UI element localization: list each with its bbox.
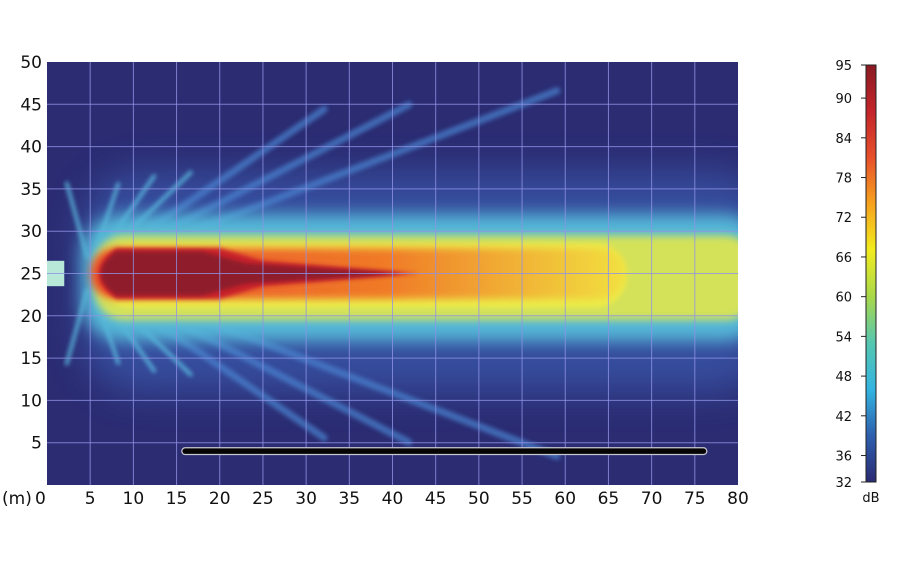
x-axis-unit-label: (m) [2,489,32,509]
y-tick-label: 20 [20,307,42,327]
colorbar-tick-label: 60 [835,291,852,306]
colorbar-tick-label: 48 [835,370,852,385]
y-tick-label: 10 [20,391,42,411]
x-tick-label: 10 [123,489,145,509]
colorbar-tick-label: 32 [835,476,852,491]
y-axis: 5 10 15 20 25 30 35 40 45 50 [20,53,42,454]
x-tick-label: 40 [382,489,404,509]
grid-lines [47,62,738,485]
x-tick-label: 30 [295,489,317,509]
colorbar-tick-label: 78 [835,172,852,187]
x-tick-label: 0 [35,489,46,509]
x-tick-label: 5 [85,489,96,509]
y-tick-label: 25 [20,265,42,285]
colorbar-tick-label: 72 [835,211,852,226]
y-tick-label: 45 [20,95,42,115]
colorbar-gradient [865,64,877,483]
x-tick-label: 80 [727,489,749,509]
y-tick-label: 30 [20,222,42,242]
y-tick-label: 5 [31,434,42,454]
y-tick-label: 35 [20,180,42,200]
x-tick-label: 45 [425,489,447,509]
x-tick-label: 70 [641,489,663,509]
colorbar: 95 90 84 78 72 66 60 54 48 42 36 32 dB [835,59,879,506]
colorbar-tick-label: 90 [835,92,852,107]
colorbar-tick-label: 84 [835,132,852,147]
colorbar-tick-label: 66 [835,251,852,266]
x-tick-label: 60 [554,489,576,509]
x-tick-label: 15 [166,489,188,509]
colorbar-tick-label: 42 [835,410,852,425]
x-tick-label: 50 [468,489,490,509]
x-tick-label: 35 [338,489,360,509]
x-tick-label: 65 [598,489,620,509]
x-tick-label: 25 [252,489,274,509]
colorbar-tick-label: 54 [835,330,852,345]
colorbar-unit-label: dB [862,491,879,506]
colorbar-tick-label: 36 [835,450,852,465]
y-tick-label: 50 [20,53,42,73]
y-tick-label: 40 [20,138,42,158]
x-tick-label: 55 [511,489,533,509]
x-tick-label: 75 [684,489,706,509]
colorbar-tick-label: 95 [835,59,852,74]
x-axis: (m) 0 5 10 15 20 25 30 35 40 45 50 55 60 65 70 75 80 [2,489,749,509]
y-tick-label: 15 [20,349,42,369]
x-tick-label: 20 [209,489,231,509]
